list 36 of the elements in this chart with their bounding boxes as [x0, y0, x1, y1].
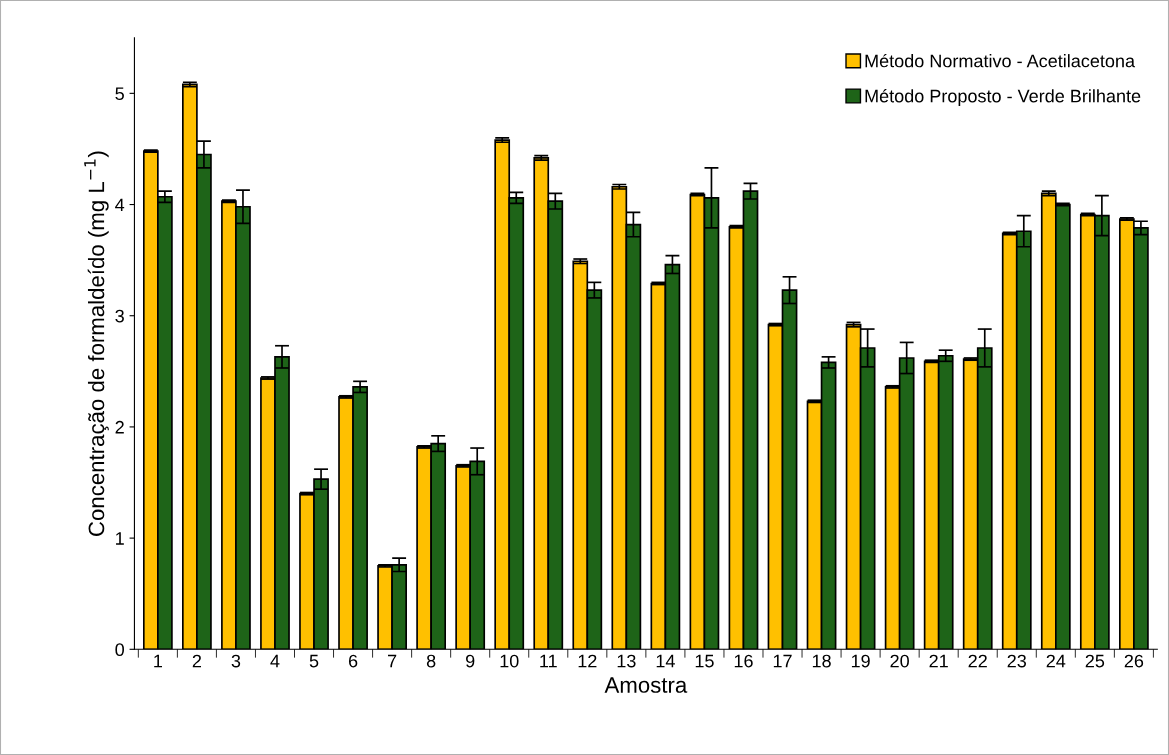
x-tick-label: 20	[890, 654, 909, 668]
y-tick-label: 1	[116, 532, 124, 545]
x-tick-label: 4	[270, 654, 280, 668]
x-tick-label: 15	[695, 654, 714, 668]
x-tick-label: 7	[388, 654, 397, 668]
x-tick-label: 25	[1085, 654, 1105, 668]
legend-label: Método Proposto - Verde Brilhante	[865, 88, 1141, 107]
x-tick-label: 9	[466, 654, 475, 668]
y-tick-label: 0	[115, 643, 125, 657]
y-tick-label: 4	[115, 198, 125, 212]
x-tick-label: 13	[617, 654, 636, 668]
y-axis-title: Concentração de formaldeído (mg L$^{−1}$)	[84, 151, 109, 536]
x-tick-label: 21	[929, 654, 948, 668]
x-tick-label: 23	[1007, 654, 1027, 668]
x-axis-title: Amostra	[604, 677, 688, 693]
x-tick-label: 17	[773, 654, 792, 668]
x-tick-label: 8	[426, 654, 436, 668]
x-tick-label: 12	[578, 654, 597, 668]
x-tick-label: 26	[1124, 654, 1144, 668]
x-tick-label: 10	[500, 654, 519, 668]
x-tick-label: 6	[348, 654, 358, 668]
legend-label: Método Normativo - Acetilacetona	[865, 53, 1136, 68]
x-tick-label: 19	[851, 654, 870, 668]
x-tick-label: 14	[656, 654, 675, 668]
y-tick-label: 3	[115, 309, 124, 323]
x-tick-label: 5	[309, 654, 319, 668]
x-tick-label: 1	[154, 654, 162, 668]
x-tick-label: 3	[231, 654, 241, 668]
x-tick-label: 16	[734, 654, 753, 668]
x-tick-label: 2	[192, 654, 202, 668]
x-tick-label: 11	[540, 654, 557, 668]
x-tick-label: 22	[968, 654, 987, 668]
x-tick-label: 18	[812, 654, 831, 668]
y-tick-label: 2	[115, 420, 124, 434]
y-tick-label: 5	[115, 87, 124, 101]
x-tick-label: 24	[1046, 654, 1066, 668]
